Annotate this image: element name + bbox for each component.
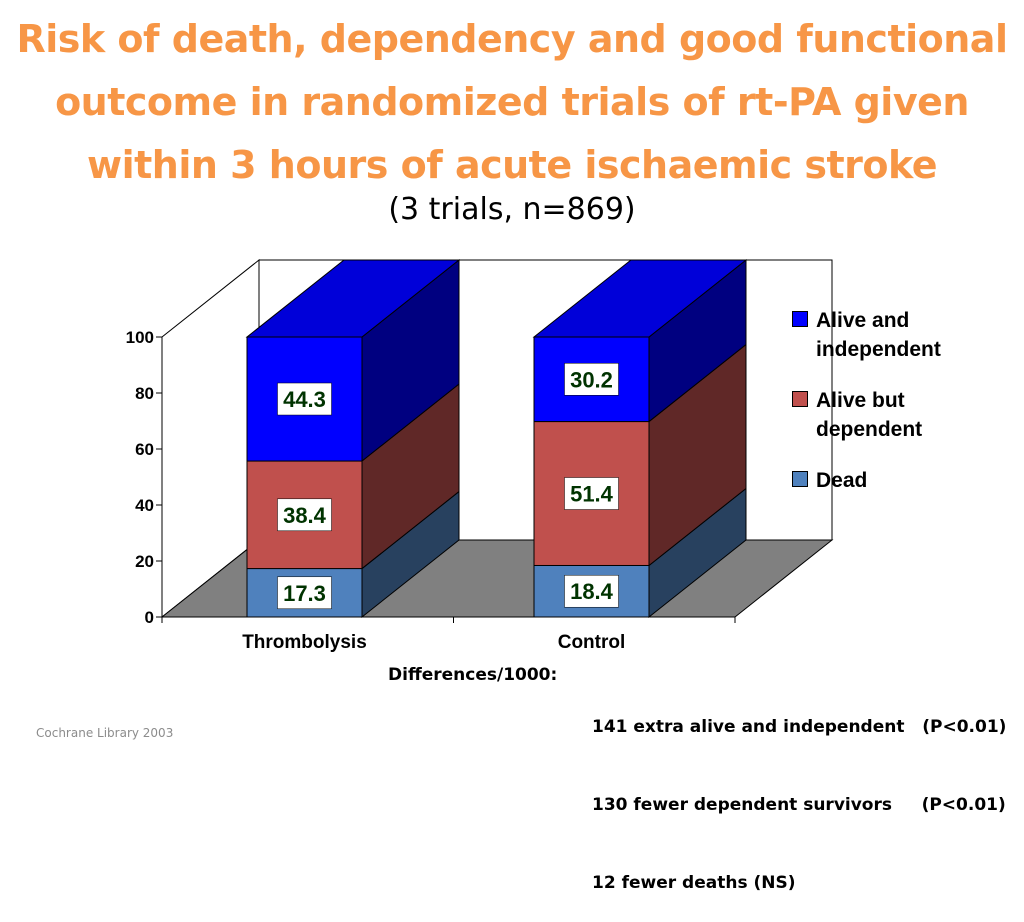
- difference-item: 12 fewer deaths (NS): [592, 873, 796, 893]
- data-label-box: [277, 382, 332, 416]
- stacked-bar-chart: 0 20 40 60 80 100 17.3 38.4 44.3 Thrombolysis 18.4…: [126, 258, 834, 653]
- legend-item-alive-independent: Alive and independent: [792, 306, 992, 364]
- data-label-box: [277, 576, 332, 610]
- data-label: 44.3: [283, 387, 326, 412]
- y-tick-label: 40: [135, 496, 154, 515]
- legend-label: Alive but dependent: [816, 389, 923, 441]
- title-line: Risk of death, dependency and good funct…: [16, 17, 1008, 61]
- data-label: 18.4: [570, 579, 614, 604]
- title-line: outcome in randomized trials of rt-PA gi…: [55, 80, 969, 124]
- y-tick-label: 100: [126, 328, 154, 347]
- y-tick-label: 80: [135, 384, 154, 403]
- legend-item-alive-dependent: Alive but dependent: [792, 386, 992, 444]
- bar-top: [245, 259, 461, 338]
- x-category-label: Control: [558, 632, 626, 653]
- data-label: 51.4: [570, 482, 614, 507]
- difference-item: 130 fewer dependent survivors (P<0.01): [592, 795, 1006, 815]
- difference-item: 141 extra alive and independent (P<0.01): [592, 717, 1007, 737]
- data-label-box: [564, 574, 619, 608]
- data-label-box: [277, 498, 332, 532]
- data-label: 38.4: [283, 503, 327, 528]
- slide-title: Risk of death, dependency and good funct…: [0, 8, 1024, 197]
- bar-top: [532, 259, 748, 338]
- slide-subtitle: (3 trials, n=869): [388, 192, 636, 227]
- y-tick-label: 20: [135, 552, 154, 571]
- y-tick-label: 60: [135, 440, 154, 459]
- source-note: Cochrane Library 2003: [36, 726, 174, 740]
- legend-label: Dead: [816, 469, 868, 492]
- data-label-box: [564, 363, 619, 396]
- x-category-label: Thrombolysis: [242, 632, 367, 653]
- legend-item-dead: Dead: [792, 466, 992, 495]
- y-tick-label: 0: [145, 608, 154, 627]
- legend-swatch-alive-independent: [792, 311, 808, 327]
- differences-list: 141 extra alive and independent (P<0.01)…: [592, 662, 1006, 922]
- legend-label: Alive and independent: [816, 309, 941, 361]
- legend-swatch-alive-dependent: [792, 391, 808, 407]
- data-label: 17.3: [283, 581, 326, 606]
- data-label: 30.2: [570, 367, 613, 392]
- differences-label: Differences/1000:: [388, 665, 558, 685]
- chart-legend: Alive and independent Alive but dependen…: [792, 306, 992, 517]
- title-line: within 3 hours of acute ischaemic stroke: [86, 143, 938, 187]
- legend-swatch-dead: [792, 471, 808, 487]
- data-label-box: [564, 477, 619, 510]
